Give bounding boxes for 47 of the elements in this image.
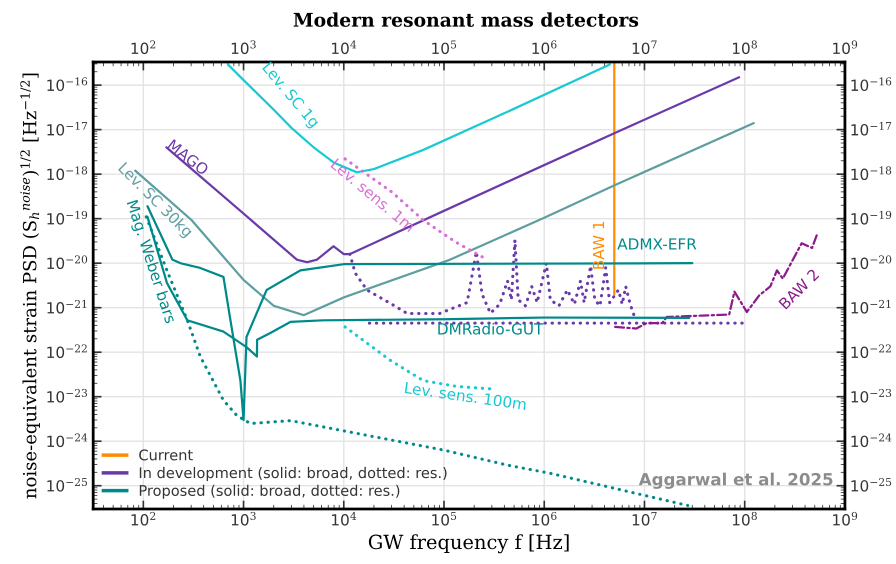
- x-tick-label: 10$^{9}$: [833, 512, 858, 526]
- y-tick-label: 10$^{−20}$: [47, 255, 88, 270]
- y-tick-label: 10$^{−24}$: [47, 433, 88, 448]
- text: 10$^{−23}$: [851, 388, 892, 403]
- x-tick-label: 10$^{3}$: [232, 512, 256, 526]
- text: 10$^{9}$: [833, 40, 858, 54]
- y-tick-label: 10$^{−18}$: [47, 166, 88, 180]
- legend-label: Proposed (solid: broad, dotted: res.): [140, 484, 400, 499]
- text: 10$^{5}$: [432, 40, 456, 54]
- legend-label: Current: [139, 449, 193, 460]
- x-tick-label: 10$^{2}$: [132, 512, 156, 526]
- text: 10$^{−20}$: [851, 255, 892, 270]
- text: 10$^{6}$: [532, 40, 557, 54]
- annotation: Aggarwal et al. 2025: [638, 472, 832, 489]
- x-tick-label: 10$^{4}$: [332, 512, 356, 526]
- text: 10$^{8}$: [732, 40, 757, 54]
- x-tick-label: 10$^{8}$: [732, 512, 757, 526]
- y-tick-label: 10$^{−22}$: [47, 344, 87, 358]
- text: 10$^{−24}$: [851, 433, 892, 448]
- chart-title: Modern resonant mass detectors: [294, 12, 638, 27]
- text: 10$^{−18}$: [851, 166, 892, 180]
- x-tick-label: 10$^{7}$: [632, 512, 657, 526]
- x-tick-label: 10$^{5}$: [432, 512, 456, 526]
- y-tick-label: 10$^{−19}$: [47, 210, 88, 225]
- text: 10$^{3}$: [232, 40, 256, 54]
- y-axis-title: noise-equivalent strain PSD (S$_{h}$$^{noise}$)$^{1/2}$ [Hz$^{−1/2}$]: [20, 74, 40, 498]
- text: 10$^{−22}$: [851, 344, 891, 358]
- y-tick-label: 10$^{−25}$: [47, 478, 88, 492]
- text: 10$^{−16}$: [851, 77, 892, 92]
- text: 10$^{−17}$: [851, 122, 892, 136]
- text: 10$^{7}$: [632, 40, 657, 54]
- y-tick-label: 10$^{−21}$: [47, 300, 86, 314]
- annotation: Lev. sens. 100m: [404, 382, 526, 410]
- text: 10$^{−21}$: [851, 300, 890, 314]
- annotation: DMRadio-GUT: [438, 322, 544, 335]
- legend-label: In development (solid: broad, dotted: res.): [140, 466, 447, 482]
- text: 10$^{−25}$: [851, 478, 892, 492]
- annotation: BAW 1: [592, 222, 604, 269]
- y-tick-label: 10$^{−17}$: [47, 122, 88, 136]
- text: 10$^{−19}$: [851, 210, 892, 225]
- x-axis-title: GW frequency f [Hz]: [368, 534, 569, 554]
- x-tick-label: 10$^{6}$: [532, 512, 557, 526]
- text: 10$^{2}$: [132, 40, 156, 54]
- text: 10$^{4}$: [332, 40, 356, 54]
- y-tick-label: 10$^{−23}$: [47, 388, 88, 403]
- annotation: ADMX-EFR: [617, 238, 696, 250]
- y-tick-label: 10$^{−16}$: [47, 77, 88, 92]
